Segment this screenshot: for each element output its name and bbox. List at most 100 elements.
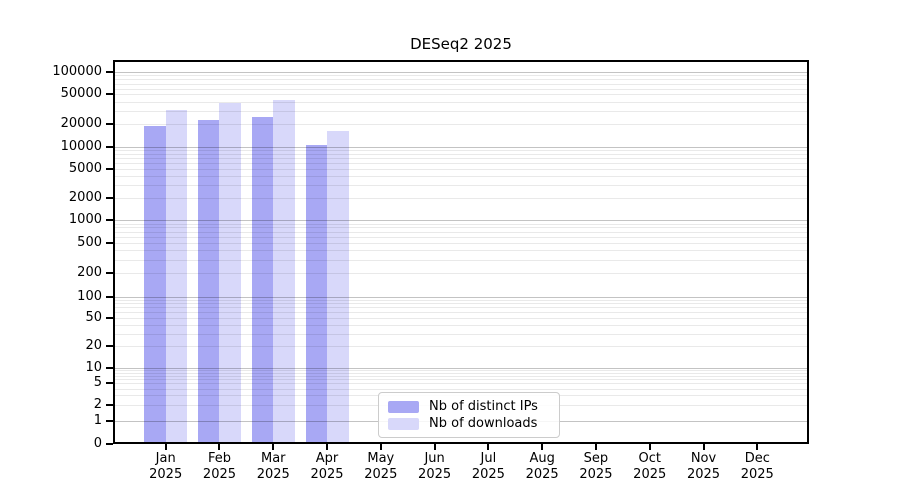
gridline-minor-2e3 (115, 197, 807, 199)
gridline-minor-5e3 (115, 168, 807, 170)
legend: Nb of distinct IPs Nb of downloads (378, 392, 560, 438)
y-tick-mark-500 (106, 242, 113, 245)
y-tick-mark-100 (106, 295, 113, 298)
gridline-minor-9e2 (115, 223, 807, 225)
y-tick-label-1000: 1000 (68, 212, 102, 227)
y-tick-mark-10000 (106, 145, 113, 148)
y-tick-label-2000: 2000 (68, 189, 102, 205)
y-tick-mark-100000 (106, 71, 113, 73)
gridline-minor-2e4 (115, 124, 807, 126)
x-tick-mark-jan (164, 444, 167, 450)
gridline-minor-6e2 (115, 236, 807, 238)
x-tick-mark-mar (272, 444, 275, 450)
x-tick-label-dec: Dec 2025 (740, 451, 774, 482)
x-tick-mark-dec (756, 444, 759, 450)
bar-distinct-ips-apr (305, 144, 328, 442)
gridline-major-1e5 (115, 72, 807, 73)
gridline-minor-9e0 (115, 369, 807, 371)
legend-label-distinct-ips: Nb of distinct IPs (429, 399, 538, 414)
bar-downloads-mar (273, 100, 295, 442)
y-tick-mark-1 (106, 419, 113, 422)
gridline-minor-8e1 (115, 303, 807, 305)
gridline-minor-7e4 (115, 83, 807, 85)
y-tick-mark-10 (106, 366, 113, 369)
y-tick-label-10: 10 (85, 359, 102, 375)
gridline-minor-3e1 (115, 333, 807, 335)
gridline-minor-2e1 (115, 346, 807, 348)
y-tick-mark-2 (106, 403, 113, 406)
y-tick-label-5: 5 (93, 375, 102, 391)
legend-item-distinct-ips: Nb of distinct IPs (388, 398, 550, 415)
x-tick-mark-jun (433, 444, 436, 450)
y-tick-mark-20 (106, 345, 113, 348)
gridline-minor-4e2 (115, 250, 807, 252)
y-tick-mark-200 (106, 272, 113, 275)
y-tick-label-5000: 5000 (68, 160, 102, 176)
bar-distinct-ips-jan (144, 125, 166, 442)
gridline-minor-4e4 (115, 101, 807, 103)
gridline-minor-8e0 (115, 372, 807, 374)
x-tick-mark-nov (702, 444, 705, 450)
legend-label-downloads: Nb of downloads (429, 416, 538, 431)
x-tick-label-feb: Feb 2025 (202, 451, 237, 482)
gridline-minor-6e3 (115, 162, 807, 164)
y-tick-mark-0 (106, 442, 113, 445)
x-tick-label-oct: Oct 2025 (633, 451, 667, 482)
y-tick-label-20000: 20000 (60, 116, 102, 132)
gridline-minor-6e4 (115, 88, 807, 90)
x-tick-label-jul: Jul 2025 (471, 451, 505, 482)
gridline-minor-2e2 (115, 273, 807, 275)
y-tick-label-100: 100 (77, 288, 102, 304)
x-tick-label-jan: Jan 2025 (149, 451, 183, 482)
legend-swatch-downloads (388, 417, 419, 430)
x-tick-label-may: May 2025 (364, 451, 398, 482)
gridline-minor-4e0 (115, 388, 807, 390)
x-tick-mark-aug (541, 444, 544, 450)
x-tick-mark-jul (487, 444, 490, 450)
y-tick-label-50: 50 (85, 309, 102, 325)
y-tick-mark-50000 (106, 93, 113, 96)
x-tick-mark-may (379, 444, 382, 450)
gridline-major-1e3 (115, 220, 807, 221)
y-tick-label-1: 1 (93, 412, 102, 428)
legend-item-downloads: Nb of downloads (388, 415, 550, 432)
y-tick-label-500: 500 (77, 235, 102, 251)
gridline-minor-8e4 (115, 79, 807, 81)
x-tick-label-jun: Jun 2025 (418, 451, 452, 482)
gridline-major-1e1 (115, 367, 807, 369)
plot-area: Nb of distinct IPs Nb of downloads (113, 60, 809, 444)
bar-distinct-ips-feb (197, 119, 220, 442)
gridline-minor-6e1 (115, 312, 807, 314)
x-tick-label-mar: Mar 2025 (256, 451, 290, 482)
y-tick-mark-1000 (106, 219, 113, 221)
y-tick-label-200: 200 (77, 265, 102, 281)
y-tick-label-10000: 10000 (60, 138, 102, 154)
bar-downloads-feb (219, 103, 241, 442)
chart-title: DESeq2 2025 (410, 35, 512, 53)
x-tick-mark-oct (648, 444, 651, 450)
y-tick-label-50000: 50000 (60, 86, 102, 102)
gridline-minor-3e3 (115, 184, 807, 186)
x-tick-mark-apr (326, 444, 329, 450)
y-tick-label-2: 2 (93, 396, 102, 412)
gridline-minor-7e0 (115, 375, 807, 377)
x-tick-mark-sep (594, 444, 597, 450)
y-tick-mark-5 (106, 382, 113, 385)
gridline-minor-9e3 (115, 149, 807, 151)
gridline-minor-3e2 (115, 260, 807, 261)
bar-distinct-ips-mar (251, 117, 274, 442)
bar-downloads-apr (327, 130, 349, 442)
gridline-major-1e4 (115, 146, 807, 148)
gridline-minor-4e1 (115, 324, 807, 326)
y-tick-mark-20000 (106, 123, 113, 126)
gridline-minor-5e1 (115, 317, 807, 319)
y-tick-mark-2000 (106, 196, 113, 199)
gridline-minor-7e2 (115, 231, 807, 233)
y-tick-mark-5000 (106, 167, 113, 170)
x-tick-label-sep: Sep 2025 (579, 451, 613, 482)
gridline-minor-8e2 (115, 227, 807, 229)
bar-downloads-jan (165, 109, 188, 442)
gridline-minor-4e3 (115, 175, 807, 177)
legend-swatch-distinct-ips (388, 400, 419, 413)
y-tick-label-0: 0 (93, 435, 102, 451)
